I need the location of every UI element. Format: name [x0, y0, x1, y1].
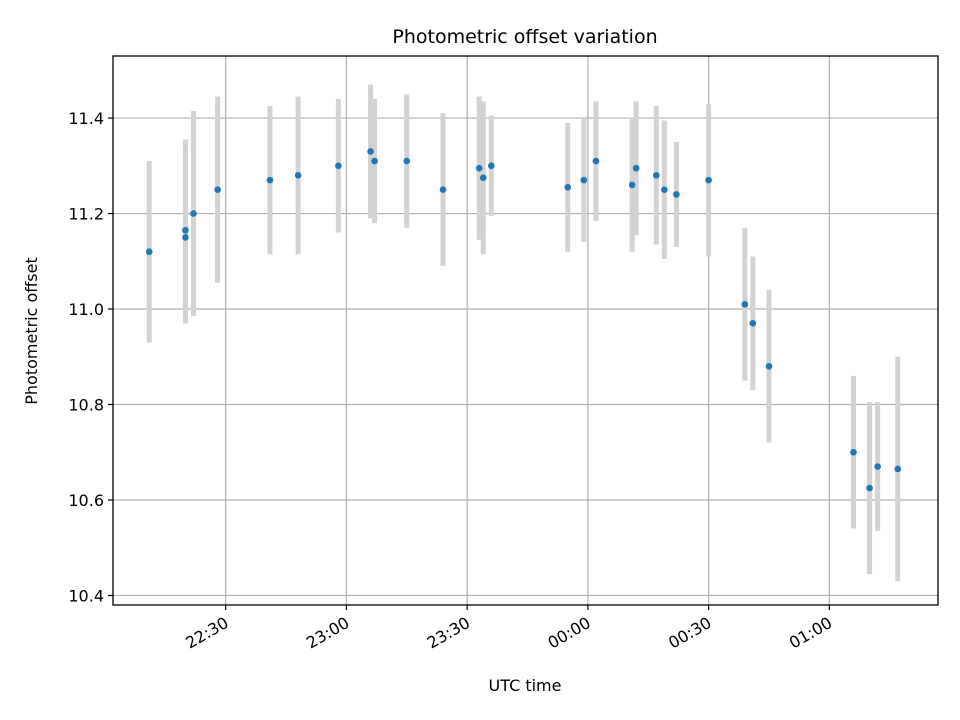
x-tick-label: 23:30: [424, 613, 473, 653]
data-points: [145, 148, 902, 492]
data-point: [592, 157, 600, 165]
data-point: [894, 465, 902, 473]
data-point: [294, 172, 302, 179]
data-point: [475, 164, 483, 172]
x-tick-label: 00:30: [665, 613, 714, 653]
data-point: [371, 157, 378, 165]
error-bars: [146, 84, 901, 582]
y-axis-ticks: 10.4 10.6 10.8 11.0 11.2 11.4: [68, 109, 113, 605]
x-tick-label: 22:30: [182, 613, 231, 653]
x-axis-ticks: 22:30 23:00 23:30 00:00 00:30 01:00: [182, 605, 835, 653]
data-point: [182, 234, 189, 241]
y-tick-label: 11.4: [68, 109, 104, 128]
y-tick-label: 11.0: [68, 300, 104, 319]
data-point: [479, 174, 487, 182]
data-point: [182, 226, 189, 234]
data-point: [661, 186, 668, 193]
data-point: [214, 186, 221, 193]
y-tick-label: 10.6: [68, 491, 104, 510]
y-tick-label: 10.8: [68, 395, 104, 414]
data-point: [628, 181, 636, 189]
data-point: [652, 172, 660, 179]
y-tick-label: 10.4: [68, 586, 104, 605]
data-point: [190, 210, 197, 217]
data-point: [866, 484, 873, 492]
data-point: [632, 164, 640, 172]
plot-frame: [112, 55, 939, 606]
x-axis-label: UTC time: [489, 676, 562, 695]
y-axis-label: Photometric offset: [22, 257, 41, 405]
data-point: [145, 248, 153, 256]
data-point: [367, 148, 374, 155]
data-point: [403, 157, 411, 165]
x-tick-label: 00:00: [544, 613, 593, 653]
data-point: [335, 162, 342, 170]
data-point: [749, 320, 757, 327]
data-point: [874, 463, 881, 470]
x-tick-label: 01:00: [786, 613, 835, 653]
data-point: [266, 176, 274, 184]
chart-title: Photometric offset variation: [392, 26, 657, 48]
data-point: [741, 300, 749, 308]
data-point: [439, 186, 447, 193]
data-point: [765, 363, 773, 370]
data-point: [580, 176, 588, 184]
data-point: [705, 176, 712, 184]
y-tick-label: 11.2: [68, 205, 104, 224]
data-point: [850, 448, 857, 456]
grid-lines: [113, 56, 938, 605]
data-point: [487, 162, 495, 170]
data-point: [564, 183, 572, 191]
x-tick-label: 23:00: [303, 613, 352, 653]
data-point: [673, 191, 680, 198]
